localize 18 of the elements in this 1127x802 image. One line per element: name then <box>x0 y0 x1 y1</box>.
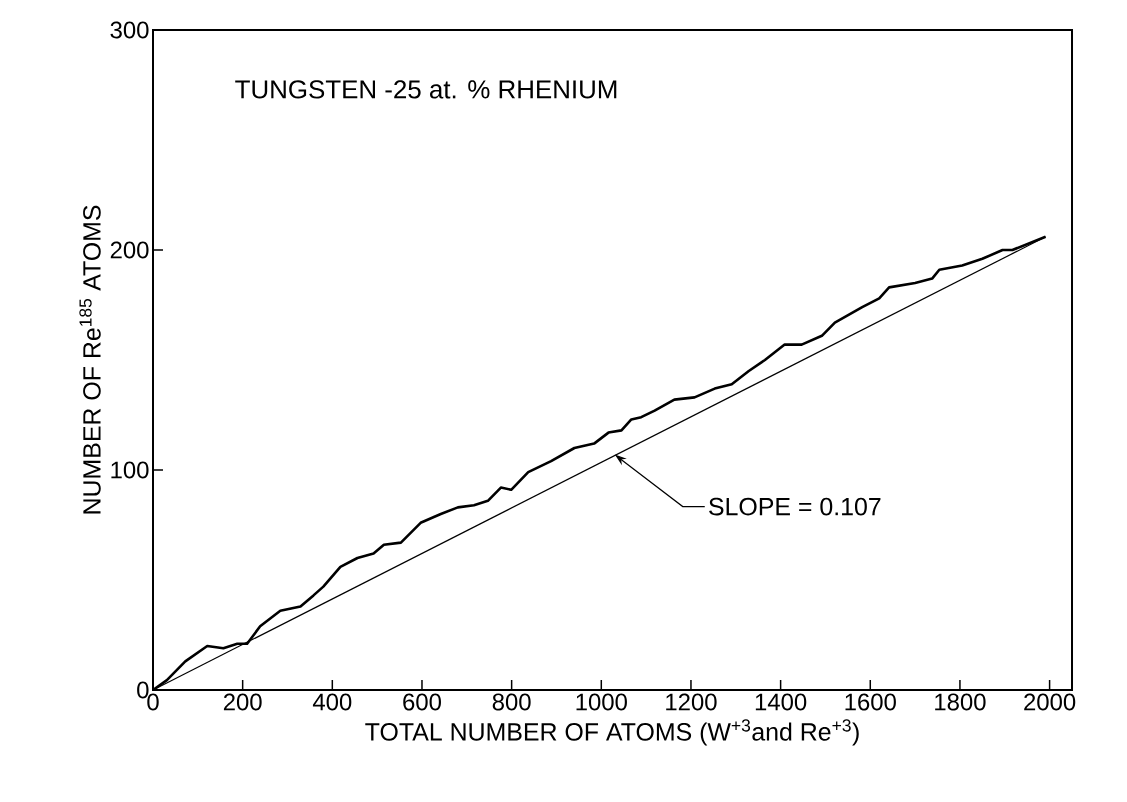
x-tick-label: 1000 <box>576 693 627 711</box>
x-axis-title: TOTAL NUMBER OF ATOMS (W$^{+3}$and Re$^{+3}$) <box>365 719 859 746</box>
text: TUNGSTEN -25 at. % RHENIUM <box>235 80 617 99</box>
annotation: SLOPE = 0.107 <box>709 497 881 516</box>
x-tick-label: 1600 <box>845 693 896 711</box>
y-tick-label: 300 <box>110 21 149 39</box>
x-tick-label: 400 <box>312 693 352 711</box>
y-tick-label: 0 <box>137 681 149 699</box>
x-tick-label: 2000 <box>1024 693 1076 711</box>
x-tick-label: 200 <box>223 693 262 711</box>
y-axis-title: NUMBER OF Re$^{185}$ ATOMS <box>79 205 101 514</box>
y-tick-label: 100 <box>111 461 149 479</box>
x-tick-label: 1800 <box>935 693 986 711</box>
x-tick-label: 800 <box>492 693 531 711</box>
y-tick-label: 200 <box>110 241 149 259</box>
x-tick-label: 600 <box>403 693 441 711</box>
x-tick-label: 1200 <box>666 693 717 711</box>
x-tick-label: 1400 <box>755 693 807 711</box>
